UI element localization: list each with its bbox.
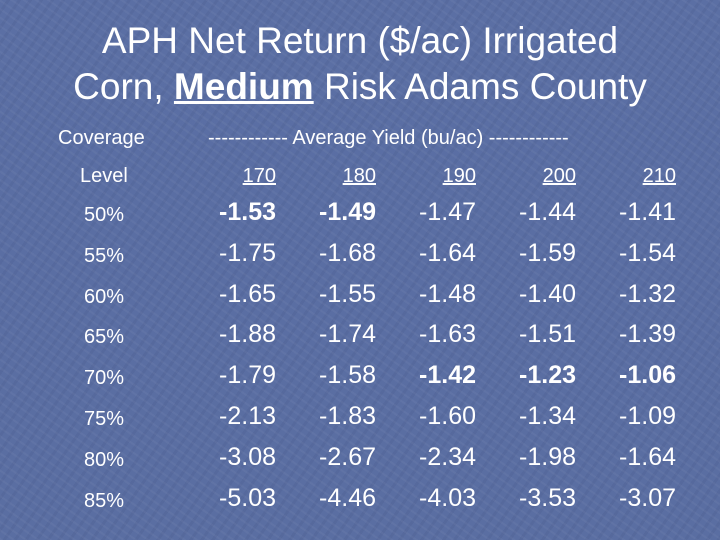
table-cell: -1.79	[219, 361, 276, 390]
title-line-2: Corn, Medium Risk Adams County	[0, 64, 720, 110]
coverage-level-label: 50%	[84, 204, 125, 226]
coverage-level-label: 85%	[84, 489, 125, 512]
table-cell: -1.40	[519, 279, 576, 308]
coverage-level-label: 55%	[84, 244, 125, 267]
title-suffix: Risk Adams County	[313, 66, 647, 107]
coverage-level-label: 75%	[84, 408, 125, 430]
yield-group-header: ------------ Average Yield (bu/ac) -----…	[208, 127, 569, 149]
level-header: Level	[80, 165, 128, 187]
table-cell: -1.55	[319, 279, 376, 308]
table-cell: -1.64	[619, 442, 676, 471]
table-cell: -3.53	[519, 483, 576, 512]
table-cell: -1.75	[219, 238, 276, 267]
yield-column-header: 180	[342, 165, 376, 187]
table-cell: -2.67	[319, 442, 376, 471]
table-cell: -1.60	[419, 402, 476, 430]
title-emphasis: Medium	[173, 66, 314, 107]
yield-column-header: 190	[442, 165, 476, 187]
coverage-header: Coverage	[58, 127, 145, 149]
table-cell: -1.83	[319, 402, 376, 430]
yield-column-header: 170	[242, 165, 276, 187]
table-cell: -1.54	[619, 238, 676, 267]
table-cell: -1.41	[619, 198, 676, 226]
coverage-level-label: 65%	[84, 326, 125, 349]
yield-column-header: 210	[642, 165, 676, 187]
table-cell: -1.09	[619, 402, 676, 430]
table-cell: -1.34	[519, 402, 576, 430]
table-cell: -3.08	[219, 442, 276, 471]
title-prefix: Corn,	[73, 66, 174, 107]
coverage-level-label: 60%	[84, 285, 125, 308]
title-line-1: APH Net Return ($/ac) Irrigated	[101, 20, 619, 61]
table-cell: -2.34	[419, 442, 476, 471]
table-cell: -1.44	[519, 198, 576, 226]
table-cell: -1.32	[619, 279, 676, 308]
table-cell: -1.98	[519, 442, 576, 471]
table-cell: -1.68	[319, 238, 376, 267]
table-cell: -1.74	[319, 320, 376, 349]
coverage-level-label: 80%	[84, 448, 125, 471]
table-cell: -1.63	[419, 320, 476, 349]
table-cell: -1.53	[219, 198, 276, 226]
table-cell: -1.88	[219, 320, 276, 349]
table-cell: -1.59	[519, 238, 576, 267]
table-cell: -1.47	[419, 198, 476, 226]
table-cell: -1.51	[519, 320, 576, 349]
slide-title: APH Net Return ($/ac) Irrigated Corn, Me…	[0, 18, 720, 110]
table-cell: -4.03	[419, 483, 476, 512]
table-cell: -1.65	[219, 279, 276, 308]
table-cell: -1.58	[319, 361, 376, 390]
table-cell: -3.07	[619, 483, 676, 512]
table-cell: -4.46	[319, 483, 376, 512]
table-cell: -1.23	[519, 361, 576, 390]
table-cell: -1.64	[419, 238, 476, 267]
coverage-level-label: 70%	[84, 367, 125, 390]
table-cell: -1.06	[619, 361, 676, 390]
table-cell: -1.42	[419, 361, 476, 390]
table-cell: -1.48	[419, 279, 476, 308]
yield-column-header: 200	[542, 165, 576, 187]
table-cell: -2.13	[219, 402, 276, 430]
table-cell: -1.49	[319, 198, 376, 226]
table-cell: -5.03	[219, 483, 276, 512]
table-cell: -1.39	[619, 320, 676, 349]
